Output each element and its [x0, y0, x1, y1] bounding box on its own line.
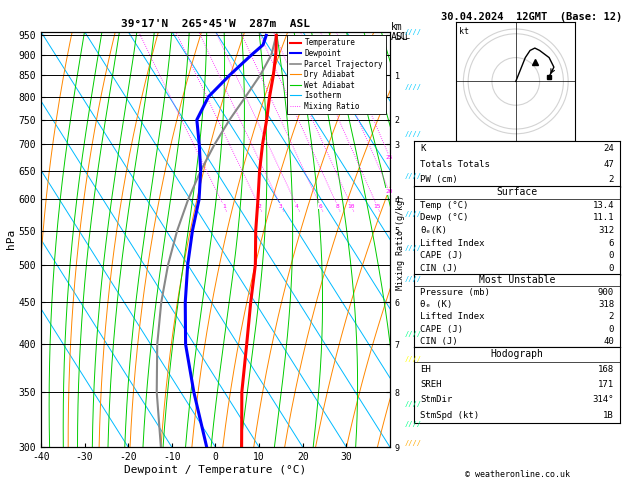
Text: StmDir: StmDir	[420, 396, 452, 404]
Text: θₑ(K): θₑ(K)	[420, 226, 447, 235]
Text: Lifted Index: Lifted Index	[420, 239, 484, 247]
Text: 8: 8	[336, 204, 340, 208]
Text: 171: 171	[598, 380, 614, 389]
Text: Dewp (°C): Dewp (°C)	[420, 213, 469, 222]
Text: Totals Totals: Totals Totals	[420, 159, 490, 169]
Text: 1B: 1B	[603, 411, 614, 420]
Text: kt: kt	[459, 27, 469, 35]
Text: ////: ////	[405, 245, 422, 251]
Text: EH: EH	[420, 365, 431, 374]
Text: 40: 40	[603, 337, 614, 346]
Text: 6: 6	[318, 204, 322, 208]
Text: 0: 0	[609, 264, 614, 273]
Text: © weatheronline.co.uk: © weatheronline.co.uk	[465, 469, 569, 479]
Text: ////: ////	[405, 84, 422, 89]
Text: ////: ////	[405, 356, 422, 362]
Text: 1: 1	[222, 204, 226, 208]
X-axis label: Dewpoint / Temperature (°C): Dewpoint / Temperature (°C)	[125, 465, 306, 475]
Text: Temp (°C): Temp (°C)	[420, 201, 469, 209]
Text: 312: 312	[598, 226, 614, 235]
Text: θₑ (K): θₑ (K)	[420, 300, 452, 309]
Text: ASL: ASL	[391, 32, 409, 42]
Text: 318: 318	[598, 300, 614, 309]
Text: StmSpd (kt): StmSpd (kt)	[420, 411, 479, 420]
Text: 4: 4	[295, 204, 299, 208]
Text: 2: 2	[609, 175, 614, 184]
Text: Most Unstable: Most Unstable	[479, 275, 555, 285]
Text: 13.4: 13.4	[593, 201, 614, 209]
Text: 47: 47	[603, 159, 614, 169]
Text: K: K	[420, 144, 425, 153]
Text: 11.1: 11.1	[593, 213, 614, 222]
Text: ////: ////	[405, 400, 422, 407]
Text: 2: 2	[257, 204, 261, 208]
Text: 24: 24	[603, 144, 614, 153]
Text: Hodograph: Hodograph	[491, 349, 543, 359]
Text: 6: 6	[609, 239, 614, 247]
Text: 30.04.2024  12GMT  (Base: 12): 30.04.2024 12GMT (Base: 12)	[441, 12, 622, 22]
Text: ////: ////	[405, 29, 422, 35]
Title: 39°17'N  265°45'W  287m  ASL: 39°17'N 265°45'W 287m ASL	[121, 19, 310, 30]
Text: SREH: SREH	[420, 380, 442, 389]
Text: Lifted Index: Lifted Index	[420, 312, 484, 321]
Text: Mixing Ratio (g/kg): Mixing Ratio (g/kg)	[396, 195, 405, 291]
Text: 25: 25	[386, 155, 394, 160]
Text: ////: ////	[405, 276, 422, 282]
Text: Surface: Surface	[496, 188, 538, 197]
Text: CIN (J): CIN (J)	[420, 264, 458, 273]
Text: ////: ////	[405, 211, 422, 217]
Text: Pressure (mb): Pressure (mb)	[420, 288, 490, 296]
Text: 15: 15	[373, 204, 381, 208]
Text: ////: ////	[405, 331, 422, 337]
Text: CAPE (J): CAPE (J)	[420, 251, 463, 260]
Text: 900: 900	[598, 288, 614, 296]
Text: ////: ////	[405, 174, 422, 179]
Text: 2: 2	[609, 312, 614, 321]
Text: 314°: 314°	[593, 396, 614, 404]
Text: 3: 3	[279, 204, 283, 208]
Text: 20: 20	[386, 189, 393, 194]
Text: CIN (J): CIN (J)	[420, 337, 458, 346]
Text: ////: ////	[405, 131, 422, 138]
Text: CAPE (J): CAPE (J)	[420, 325, 463, 333]
Text: ////: ////	[405, 421, 422, 427]
Text: km: km	[391, 22, 403, 32]
Text: 168: 168	[598, 365, 614, 374]
Text: ////: ////	[405, 440, 422, 446]
Legend: Temperature, Dewpoint, Parcel Trajectory, Dry Adiabat, Wet Adiabat, Isotherm, Mi: Temperature, Dewpoint, Parcel Trajectory…	[287, 35, 386, 114]
Text: 10: 10	[348, 204, 355, 208]
Text: 0: 0	[609, 251, 614, 260]
Y-axis label: hPa: hPa	[6, 229, 16, 249]
Text: PW (cm): PW (cm)	[420, 175, 458, 184]
Text: 0: 0	[609, 325, 614, 333]
